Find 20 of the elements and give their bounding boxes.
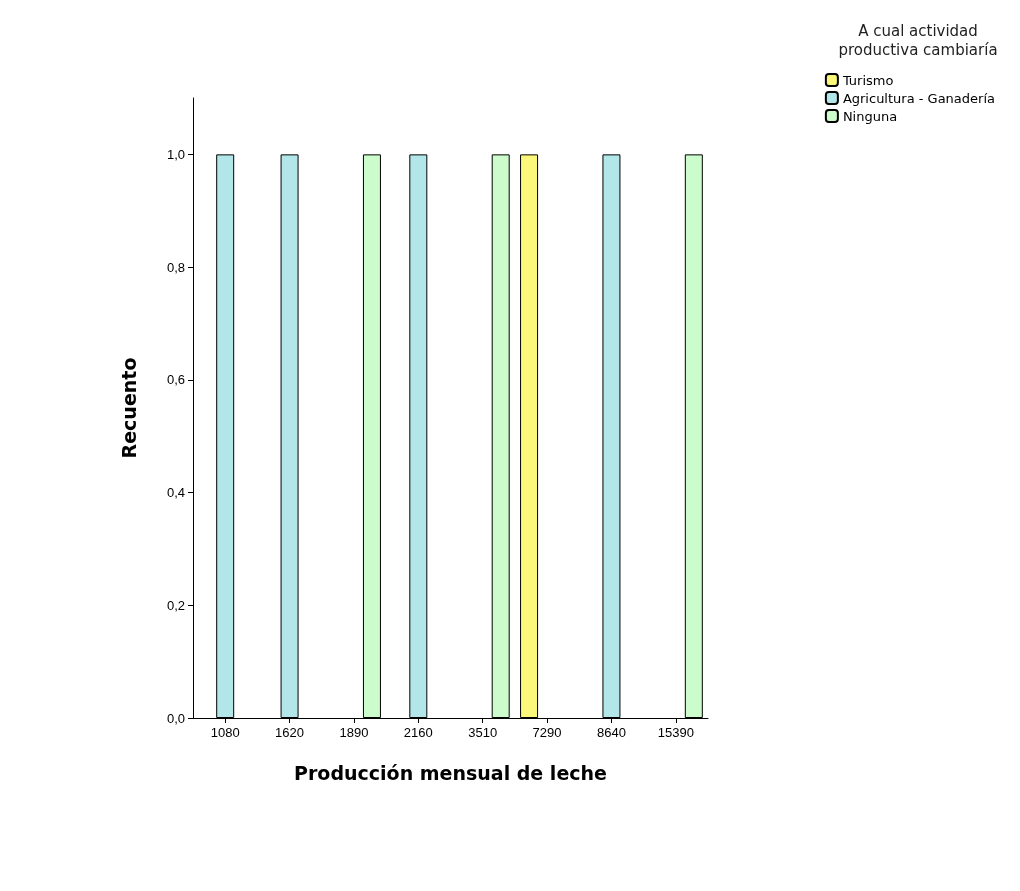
y-tick-label: 0,6 [166,372,185,388]
x-tick-label: 8640 [596,725,626,740]
y-tick-label: 0,8 [166,259,185,275]
x-tick-label: 3510 [468,725,498,740]
legend-label: Ninguna [842,108,898,124]
x-tick-label: 1890 [339,725,369,740]
legend-label: Agricultura - Ganadería [842,90,995,106]
y-tick-label: 1,0 [166,146,185,162]
x-tick-label: 1080 [210,725,240,740]
y-tick-label: 0,2 [166,597,185,613]
y-tick-label: 0,4 [166,485,185,501]
legend-label: Turismo [841,72,894,88]
x-tick-label: 7290 [532,725,562,740]
x-tick-label: 15390 [657,725,694,740]
x-tick-label: 1620 [275,725,305,740]
y-axis-title: Recuento [117,357,140,459]
legend-title: A cual actividad productiva cambiaría [838,21,998,59]
x-axis-title: Producción mensual de leche [294,761,607,784]
y-tick-label: 0,0 [166,710,185,726]
x-tick-label: 2160 [403,725,433,740]
